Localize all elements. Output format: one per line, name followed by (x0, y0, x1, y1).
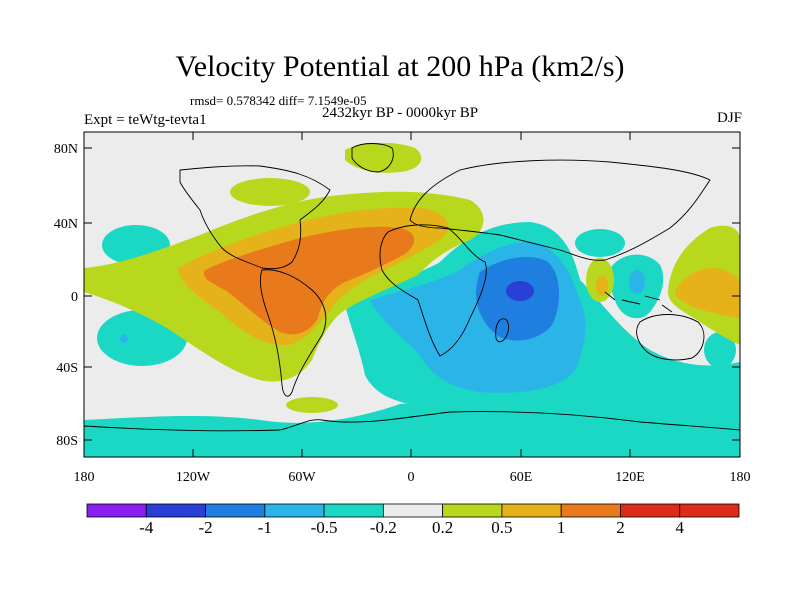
x-tick-label: 180 (730, 470, 751, 485)
x-tick-label: 120W (176, 470, 211, 485)
colorbar-label: 2 (616, 518, 625, 537)
colorbar: -4 -2 -1 -0.5 -0.2 0.2 0.5 1 2 4 (86, 503, 740, 537)
contour-indian-ocean-core (506, 281, 534, 301)
colorbar-box (145, 503, 206, 518)
colorbar-label: -1 (258, 518, 272, 537)
y-tick-label: 0 (71, 290, 78, 305)
coastline-maritime-islands (604, 291, 673, 313)
y-tick-label: 40S (56, 361, 78, 376)
colorbar-label: 0.2 (432, 518, 453, 537)
coastline-eurasia (409, 159, 711, 261)
coastline-africa (379, 224, 487, 357)
coastline-australia (636, 314, 705, 361)
contour-east-asia-low (575, 229, 625, 257)
y-tick-label: 80S (56, 434, 78, 449)
x-tick-label: 60E (510, 470, 533, 485)
y-tick-label: 40N (54, 217, 78, 232)
season-label: DJF (716, 110, 742, 126)
colorbar-label: -2 (198, 518, 212, 537)
coastline-madagascar (495, 318, 509, 343)
coastline-north-america (179, 165, 331, 270)
contour-fields (84, 132, 740, 457)
contour-south-pacific-dot (120, 335, 128, 343)
colorbar-box (560, 503, 621, 518)
contour-west-pacific-mid (674, 268, 740, 318)
colorbar-box (442, 503, 503, 518)
coastline-south-america (259, 269, 327, 397)
x-tick-label: 120E (615, 470, 645, 485)
y-tick-label: 80N (54, 142, 78, 157)
x-tick-label: 180 (74, 470, 95, 485)
stats-label: rmsd= 0.578342 diff= 7.1549e-05 (190, 93, 367, 108)
contour-maritime-mid (629, 270, 645, 294)
contour-greenland-positive (345, 142, 422, 173)
colorbar-box (679, 503, 740, 518)
colorbar-label: 0.5 (491, 518, 512, 537)
colorbar-box (620, 503, 681, 518)
coastline-antarctica (84, 411, 740, 432)
contour-atlantic-blue-patch (388, 303, 432, 321)
colorbar-box (323, 503, 384, 518)
colorbar-label: 1 (557, 518, 566, 537)
axis-ticks: 80N 40N 0 40S 80S 180 120W 60W 0 60E 120E 180 (54, 132, 751, 485)
x-tick-label: 0 (408, 470, 415, 485)
period-label: 2432kyr BP - 0000kyr BP (322, 105, 479, 121)
map-title: Velocity Potential at 200 hPa (km2/s) (175, 50, 625, 83)
x-tick-label: 60W (288, 470, 316, 485)
contour-north-america-positive (230, 178, 310, 206)
experiment-label: Expt = teWtg-tevta1 (84, 112, 207, 128)
contour-drake-positive (286, 397, 338, 413)
colorbar-box (205, 503, 266, 518)
coastline-greenland (351, 143, 394, 173)
contour-southwest-pacific-low (704, 332, 736, 368)
contour-indochina-core (596, 276, 608, 296)
plot-frame (83, 131, 741, 458)
contour-atlantic-positive-core (203, 226, 415, 335)
colorbar-label: -4 (139, 518, 154, 537)
colorbar-label: 4 (675, 518, 684, 537)
colorbar-box (264, 503, 325, 518)
colorbar-label: -0.5 (311, 518, 338, 537)
colorbar-box (382, 503, 444, 518)
colorbar-box (501, 503, 562, 518)
colorbar-label: -0.2 (370, 518, 397, 537)
coastlines (84, 143, 740, 432)
colorbar-box (86, 503, 147, 518)
